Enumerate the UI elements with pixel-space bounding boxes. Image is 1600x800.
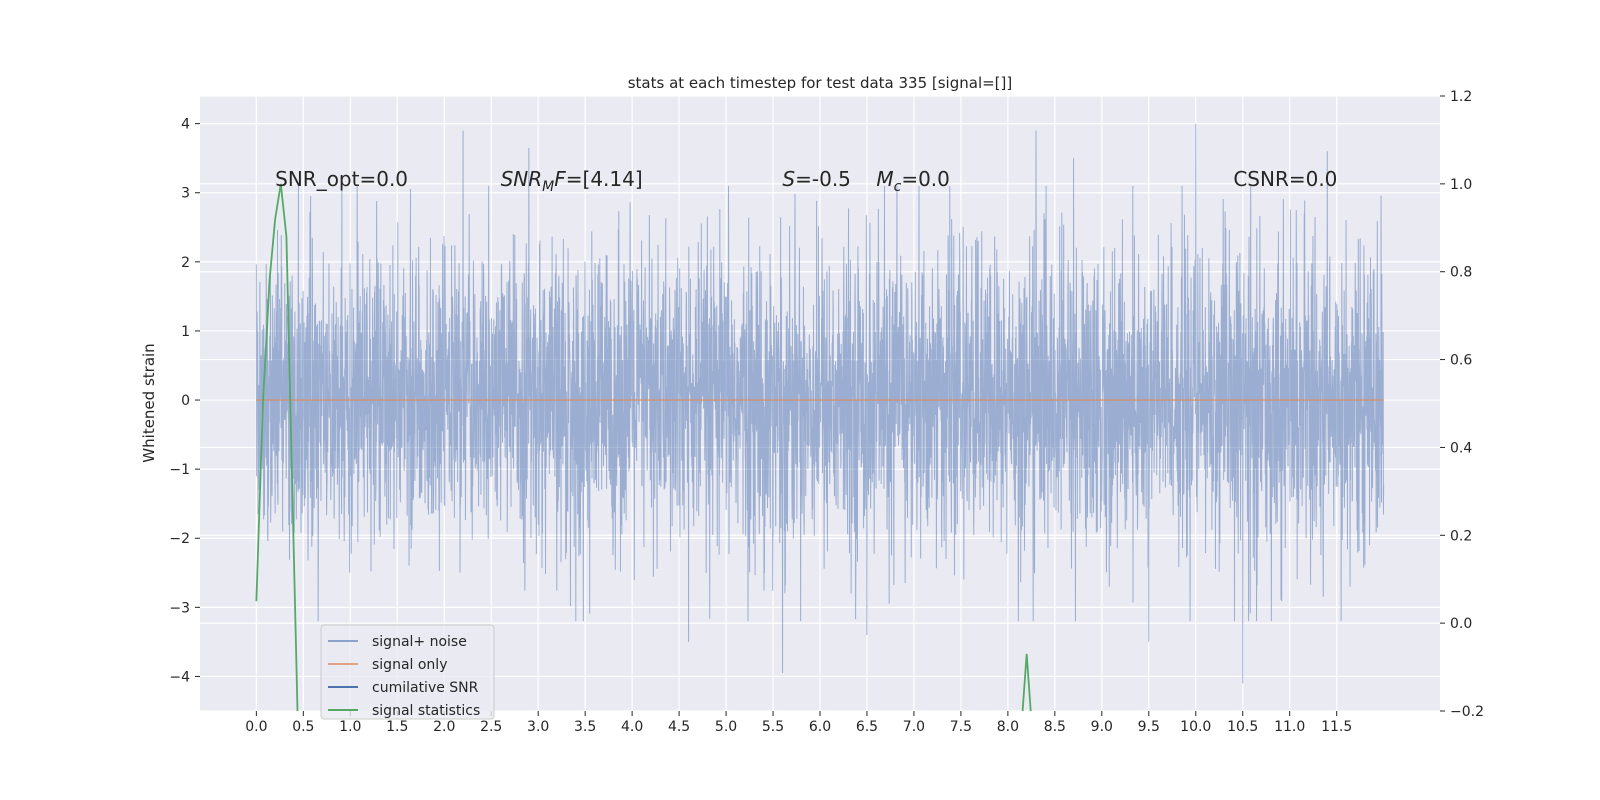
x-tick-label: 5.5 bbox=[762, 719, 784, 735]
x-tick-label: 7.5 bbox=[950, 719, 972, 735]
annotation: SNR_opt=0.0 bbox=[275, 167, 408, 191]
x-tick-label: 2.0 bbox=[433, 719, 455, 735]
x-tick-label: 6.0 bbox=[809, 719, 831, 735]
y-tick-label: 2 bbox=[181, 255, 190, 271]
series-signal-noise bbox=[255, 123, 1385, 684]
y2-tick-label: 1.2 bbox=[1450, 89, 1472, 105]
annotation: S=-0.5 bbox=[782, 167, 850, 191]
x-tick-label: 9.5 bbox=[1138, 719, 1160, 735]
x-tick-label: 7.0 bbox=[903, 719, 925, 735]
x-tick-label: 6.5 bbox=[856, 719, 878, 735]
y-tick-label: −1 bbox=[169, 462, 190, 478]
legend: signal+ noise signal only cumilative SNR si… bbox=[320, 624, 495, 720]
x-tick-label: 10.0 bbox=[1180, 719, 1211, 735]
x-tick-label: 2.5 bbox=[480, 719, 502, 735]
annotation: SNRMF=[4.14] bbox=[501, 167, 643, 195]
x-tick-label: 5.0 bbox=[715, 719, 737, 735]
y-tick-label: 4 bbox=[181, 117, 190, 133]
legend-label: signal only bbox=[372, 657, 447, 673]
y-axis-label: Whitened strain bbox=[140, 343, 158, 462]
chart-title: stats at each timestep for test data 335… bbox=[628, 74, 1013, 92]
x-tick-label: 0.5 bbox=[292, 719, 314, 735]
y2-tick-label: 0.6 bbox=[1450, 353, 1472, 369]
x-tick-label: 11.0 bbox=[1274, 719, 1305, 735]
series-line-signal-statistics bbox=[255, 183, 299, 711]
x-tick-label: 0.0 bbox=[245, 719, 267, 735]
series-line-signal-noise bbox=[255, 123, 1385, 684]
y-tick-label: 3 bbox=[181, 186, 190, 202]
legend-label: signal+ noise bbox=[372, 634, 467, 650]
annotations: SNR_opt=0.0 SNRMF=[4.14] S=-0.5 Mc=0.0 CSNR=… bbox=[275, 167, 1337, 195]
y2-tick-label: −0.2 bbox=[1450, 704, 1484, 720]
x-tick-label: 9.0 bbox=[1091, 719, 1113, 735]
y-tick-label: 0 bbox=[181, 393, 190, 409]
x-axis-ticks: 0.0 0.5 1.0 1.5 2.0 2.5 3.0 3.5 4.0 4.5 5.0 5.5 6.0 6… bbox=[245, 711, 1352, 735]
x-tick-label: 4.0 bbox=[621, 719, 643, 735]
y-tick-label: 1 bbox=[181, 324, 190, 340]
y2-tick-label: 1.0 bbox=[1450, 177, 1472, 193]
y-tick-label: −3 bbox=[169, 600, 190, 616]
x-tick-label: 1.5 bbox=[386, 719, 408, 735]
y2-tick-label: 0.4 bbox=[1450, 440, 1472, 456]
x-tick-label: 3.5 bbox=[574, 719, 596, 735]
x-tick-label: 8.5 bbox=[1044, 719, 1066, 735]
x-tick-label: 8.0 bbox=[997, 719, 1019, 735]
y2-axis-ticks: −0.2 0.0 0.2 0.4 0.6 0.8 1.0 1.2 bbox=[1440, 89, 1484, 720]
legend-label: cumilative SNR bbox=[372, 680, 479, 696]
series-signal-statistics bbox=[255, 183, 1032, 711]
x-tick-label: 1.0 bbox=[339, 719, 361, 735]
annotation: Mc=0.0 bbox=[876, 167, 950, 195]
y2-tick-label: 0.8 bbox=[1450, 265, 1472, 281]
y2-tick-label: 0.0 bbox=[1450, 616, 1472, 632]
legend-label: signal statistics bbox=[372, 703, 480, 719]
series-spike-signal-statistics bbox=[1021, 653, 1032, 711]
x-tick-label: 3.0 bbox=[527, 719, 549, 735]
x-tick-label: 4.5 bbox=[668, 719, 690, 735]
y-axis-ticks: −4 −3 −2 −1 0 1 2 3 4 bbox=[169, 117, 200, 685]
annotation: CSNR=0.0 bbox=[1233, 167, 1337, 191]
legend-box bbox=[320, 624, 495, 720]
x-tick-label: 11.5 bbox=[1321, 719, 1352, 735]
y2-tick-label: 0.2 bbox=[1450, 528, 1472, 544]
x-tick-label: 10.5 bbox=[1227, 719, 1258, 735]
y-tick-label: −4 bbox=[169, 669, 190, 685]
y-tick-label: −2 bbox=[169, 531, 190, 547]
